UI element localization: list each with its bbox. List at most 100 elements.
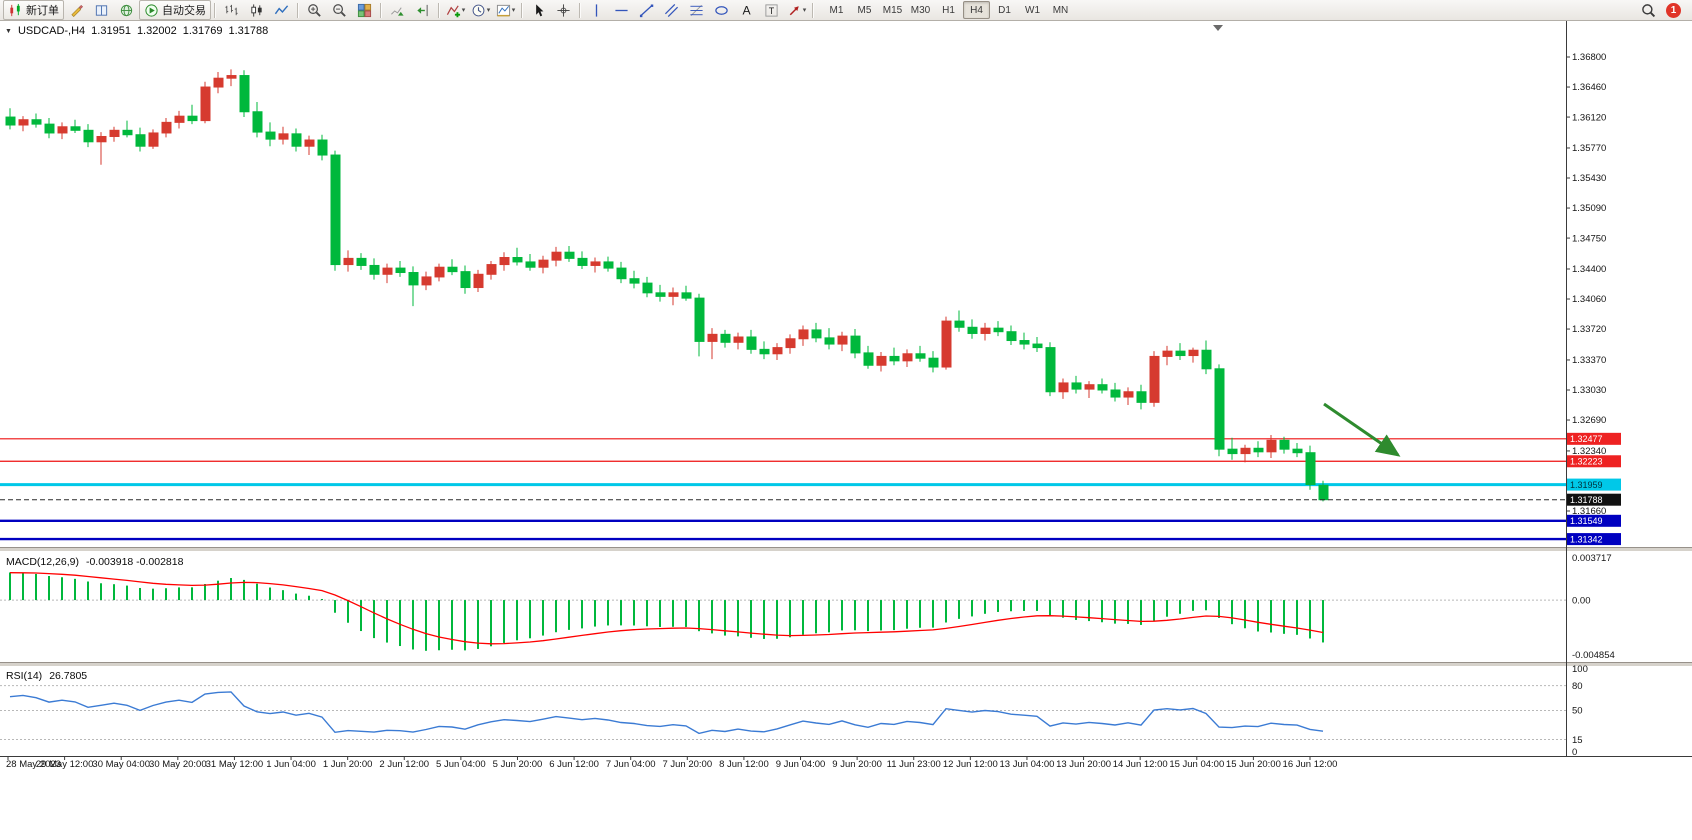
macd-histogram (9, 572, 1324, 651)
svg-text:31 May 12:00: 31 May 12:00 (206, 759, 264, 770)
panel-separator[interactable] (0, 662, 1692, 667)
trendline-button[interactable] (634, 0, 659, 20)
svg-text:13 Jun 04:00: 13 Jun 04:00 (999, 759, 1054, 770)
symbol-period-label: USDCAD-,H4 (17, 25, 86, 37)
notification-badge[interactable]: 1 (1666, 2, 1681, 18)
auto-scroll-button[interactable] (385, 0, 410, 20)
svg-text:30 May 20:00: 30 May 20:00 (149, 759, 207, 770)
svg-text:13 Jun 20:00: 13 Jun 20:00 (1056, 759, 1111, 770)
svg-text:80: 80 (1572, 681, 1583, 692)
toolbar-separator (380, 2, 382, 18)
candlestick-mode-button[interactable] (244, 0, 269, 20)
rsi-value: 26.7805 (49, 670, 88, 682)
svg-text:29 May 12:00: 29 May 12:00 (36, 759, 94, 770)
svg-text:1.34060: 1.34060 (1572, 294, 1606, 305)
timeframe-m5-button[interactable]: M5 (857, 4, 872, 16)
rsi-indicator-label: RSI(14) 26.7805 (6, 670, 87, 682)
zoom-in-button[interactable] (302, 0, 327, 20)
periods-button[interactable]: ▾ (468, 0, 493, 20)
line-chart-mode-button[interactable] (269, 0, 294, 20)
vertical-line-button[interactable] (584, 0, 609, 20)
timeframe-m30-button[interactable]: M30 (910, 4, 931, 16)
new-order-button[interactable]: 新订单 (3, 0, 64, 20)
svg-text:1.31660: 1.31660 (1572, 506, 1606, 517)
mql5-community-button[interactable] (114, 0, 139, 20)
svg-text:A: A (742, 3, 751, 17)
svg-text:1.34750: 1.34750 (1572, 233, 1606, 244)
svg-text:15: 15 (1572, 735, 1583, 746)
timeframe-w1-button[interactable]: W1 (1025, 4, 1040, 16)
ohlc-open: 1.31951 (91, 25, 131, 37)
toolbar-separator (521, 2, 523, 18)
fibonacci-retracement-button[interactable] (684, 0, 709, 20)
chart-shift-button[interactable] (410, 0, 435, 20)
svg-text:12 Jun 12:00: 12 Jun 12:00 (943, 759, 998, 770)
price-badge-1.31342: 1.31342 (1570, 534, 1603, 544)
svg-text:1.33030: 1.33030 (1572, 385, 1606, 396)
arrow-tool-button[interactable]: ▾ (784, 0, 809, 20)
svg-text:28 May 2023: 28 May 2023 (6, 759, 61, 770)
price-badge-1.31959: 1.31959 (1570, 480, 1603, 490)
macd-indicator-label: MACD(12,26,9) -0.003918 -0.002818 (6, 556, 183, 568)
autotrading-button[interactable]: 自动交易 (139, 0, 211, 20)
chart-window: 1.36800 1.36460 1.36120 1.35770 1.35430 1.350… (0, 21, 1692, 840)
svg-text:50: 50 (1572, 706, 1583, 717)
text-tool-button[interactable]: A (734, 0, 759, 20)
crosshair-button[interactable] (551, 0, 576, 20)
horizontal-line-button[interactable] (609, 0, 634, 20)
svg-text:15 Jun 20:00: 15 Jun 20:00 (1226, 759, 1281, 770)
macd-panel: 0.003717 0.00 -0.004854 (0, 553, 1615, 661)
timeframe-h4-button[interactable]: H4 (963, 1, 990, 19)
svg-text:1.35770: 1.35770 (1572, 143, 1606, 154)
cursor-button[interactable] (526, 0, 551, 20)
trend-arrow-annotation[interactable] (1323, 402, 1401, 457)
metaeditor-button[interactable] (64, 0, 89, 20)
market-watch-button[interactable] (89, 0, 114, 20)
svg-text:1.36460: 1.36460 (1572, 82, 1606, 93)
macd-signal-line (9, 572, 1324, 645)
templates-button[interactable]: ▾ (493, 0, 518, 20)
toolbar-separator (579, 2, 581, 18)
panel-separator[interactable] (0, 547, 1692, 552)
timeframe-mn-button[interactable]: MN (1052, 4, 1069, 16)
price-axis[interactable]: 1.36800 1.36460 1.36120 1.35770 1.35430 1.350… (1566, 52, 1606, 517)
svg-text:1.32690: 1.32690 (1572, 415, 1606, 426)
equidistant-channel-button[interactable] (659, 0, 684, 20)
ohlc-high: 1.32002 (136, 25, 177, 37)
ohlc-low: 1.31769 (182, 25, 223, 37)
rsi-panel: 100 80 50 150 (0, 664, 1588, 758)
svg-text:1 Jun 20:00: 1 Jun 20:00 (323, 759, 373, 770)
price-badge-1.32477: 1.32477 (1570, 434, 1603, 444)
zoom-out-button[interactable] (327, 0, 352, 20)
toolbar-right-group: 1 (1636, 0, 1689, 20)
text-label-tool-button[interactable]: T (759, 0, 784, 20)
quote-panel-toggle-icon[interactable]: ▼ (5, 27, 12, 35)
timeframe-m1-button[interactable]: M1 (829, 4, 844, 16)
svg-text:1.35090: 1.35090 (1572, 203, 1606, 214)
price-badge-1.31788: 1.31788 (1570, 495, 1603, 505)
svg-text:6 Jun 12:00: 6 Jun 12:00 (549, 759, 599, 770)
search-button[interactable] (1636, 0, 1661, 20)
svg-text:5 Jun 04:00: 5 Jun 04:00 (436, 759, 486, 770)
timeframe-m15-button[interactable]: M15 (882, 4, 903, 16)
svg-text:1.33720: 1.33720 (1572, 324, 1606, 335)
svg-text:1.33370: 1.33370 (1572, 355, 1606, 366)
chart-shift-marker[interactable] (1213, 25, 1223, 31)
bar-chart-mode-button[interactable] (219, 0, 244, 20)
chart-ohlc-header: ▼ USDCAD-,H4 1.31951 1.32002 1.31769 1.3… (5, 25, 268, 37)
toolbar-separator (812, 2, 814, 18)
svg-text:16 Jun 12:00: 16 Jun 12:00 (1283, 759, 1338, 770)
ellipse-tool-button[interactable] (709, 0, 734, 20)
timeframe-h1-button[interactable]: H1 (942, 4, 955, 16)
timeframe-d1-button[interactable]: D1 (998, 4, 1011, 16)
svg-text:0.003717: 0.003717 (1572, 553, 1612, 564)
tile-windows-button[interactable] (352, 0, 377, 20)
indicators-button[interactable]: ▾ (443, 0, 468, 20)
macd-name: MACD(12,26,9) (6, 556, 79, 568)
svg-text:7 Jun 04:00: 7 Jun 04:00 (606, 759, 656, 770)
svg-text:1.36120: 1.36120 (1572, 112, 1606, 123)
rsi-name: RSI(14) (6, 670, 43, 682)
svg-text:11 Jun 23:00: 11 Jun 23:00 (887, 759, 941, 770)
chart-canvas[interactable]: 1.36800 1.36460 1.36120 1.35770 1.35430 1.350… (0, 21, 1692, 840)
